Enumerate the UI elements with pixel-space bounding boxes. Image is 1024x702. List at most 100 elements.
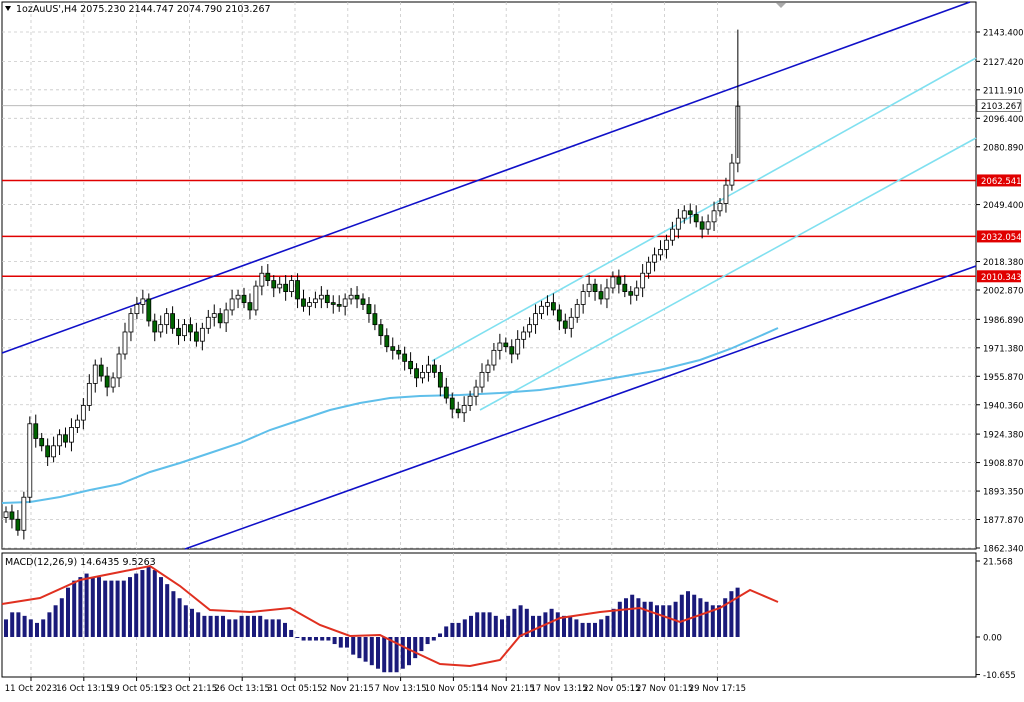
bull-candle (307, 302, 312, 307)
bull-candle (604, 287, 610, 300)
macd-histogram-bar (574, 619, 579, 637)
bull-candle (586, 283, 592, 292)
macd-histogram-bar (245, 615, 250, 637)
price-tick-label: 2111.910 (983, 86, 1024, 96)
bear-candle (455, 408, 461, 414)
bull-candle (479, 371, 485, 388)
macd-histogram-bar (159, 577, 163, 637)
bull-candle (539, 305, 544, 315)
bear-candle (295, 280, 300, 300)
macd-histogram-bar (605, 615, 610, 637)
macd-histogram-bar (735, 587, 740, 637)
price-tick-label: 1940.360 (983, 401, 1024, 411)
chevron-down-icon[interactable] (5, 6, 11, 11)
macd-axis: 21.568 0.00 -10.655 (976, 558, 1016, 681)
bull-candle (277, 283, 283, 289)
price-tick-label: 1862.340 (983, 545, 1024, 555)
bear-candle (336, 304, 342, 307)
bull-candle (497, 342, 503, 351)
candlesticks (3, 29, 741, 540)
macd-histogram-bar (425, 637, 430, 645)
moving-average (1, 327, 779, 504)
macd-histogram-bar (562, 615, 566, 637)
macd-histogram-bar (555, 612, 560, 637)
main-pane[interactable] (1, 1, 977, 550)
time-tick-label: 19 Oct 05:15 (109, 684, 164, 694)
bull-candle (116, 353, 122, 379)
macd-histogram-bar (134, 573, 139, 637)
bull-candle (491, 349, 497, 366)
trend-channels[interactable] (1, 1, 977, 550)
symbol-line: 1ozAuUS',H4 2075.230 2144.747 2074.790 2… (16, 4, 271, 15)
macd-histogram-bar (611, 608, 616, 637)
bear-candle (15, 518, 21, 531)
macd-histogram-bar (518, 605, 523, 637)
level-label: 2032.054 (981, 233, 1022, 243)
price-tick-label: 2002.870 (983, 287, 1024, 297)
horizontal-levels[interactable]: 2062.541 2032.054 2010.343 (2, 174, 1022, 283)
level-tag (977, 230, 1021, 243)
macd-histogram-bar (326, 637, 331, 641)
macd-histogram-bar (599, 619, 604, 637)
bear-candle (556, 309, 562, 322)
macd-histogram-bar (115, 580, 120, 637)
bull-candle (705, 221, 711, 230)
header: 1ozAuUS',H4 2075.230 2144.747 2074.790 2… (5, 4, 271, 15)
bull-candle (652, 254, 657, 263)
current-price-label: 2103.267 (981, 102, 1022, 112)
macd-histogram-bar (314, 637, 318, 641)
bull-candle (533, 313, 538, 326)
macd-histogram-bar (710, 605, 715, 637)
macd-histogram-bar (72, 580, 77, 637)
bull-candle (27, 423, 33, 498)
bear-candle (366, 304, 372, 315)
time-tick-label: 2 Nov 21:15 (322, 684, 374, 694)
macd-histogram-bar (227, 619, 232, 637)
bear-candle (360, 298, 366, 305)
macd-histogram-bar (121, 580, 126, 637)
bull-candle (610, 276, 616, 289)
macd-histogram-bar (146, 566, 151, 637)
macd-histogram-bar (531, 615, 535, 637)
price-tick-label: 2143.400 (983, 29, 1024, 39)
bull-candle (717, 203, 723, 212)
chart-shift-icon[interactable] (776, 3, 786, 8)
price-tick-label: 1893.350 (983, 488, 1024, 498)
bear-candle (616, 276, 622, 285)
bear-candle (592, 283, 598, 292)
macd-histogram-bar (369, 637, 374, 666)
bear-candle (176, 327, 181, 337)
bull-candle (110, 377, 116, 388)
bull-candle (646, 261, 651, 274)
price-tick-label: 2096.400 (983, 115, 1024, 125)
macd-histogram-bar (16, 612, 21, 637)
time-tick-label: 14 Nov 21:15 (478, 684, 535, 694)
macd-label: MACD(12,26,9) 14.6435 9.5263 (5, 557, 156, 568)
macd-histogram-bar (357, 637, 362, 659)
bear-candle (372, 313, 378, 326)
channel-upper-line (1, 1, 971, 354)
macd-histogram-bar (165, 584, 170, 637)
bear-candle (402, 353, 408, 362)
macd-histogram-bar (586, 622, 591, 637)
bull-candle (420, 371, 425, 379)
macd-histogram-bar (617, 601, 622, 637)
bull-candle (235, 294, 241, 300)
price-axis[interactable]: 2143.400 2127.420 2111.910 2096.400 2080.890… (976, 29, 1024, 555)
bull-candle (223, 309, 229, 324)
bull-candle (164, 313, 170, 326)
time-tick-label: 26 Oct 13:15 (214, 684, 269, 694)
macd-histogram-bar (673, 601, 678, 637)
bull-candle (580, 291, 586, 305)
level-tag (977, 270, 1021, 283)
macd-histogram-bar (41, 619, 46, 637)
time-tick-label: 16 Oct 13:15 (56, 684, 111, 694)
bull-candle (545, 302, 550, 307)
macd-histogram-bar (47, 612, 52, 637)
bull-candle (515, 338, 521, 355)
macd-histogram-bar (462, 619, 467, 637)
macd-histogram-bar (196, 612, 201, 637)
